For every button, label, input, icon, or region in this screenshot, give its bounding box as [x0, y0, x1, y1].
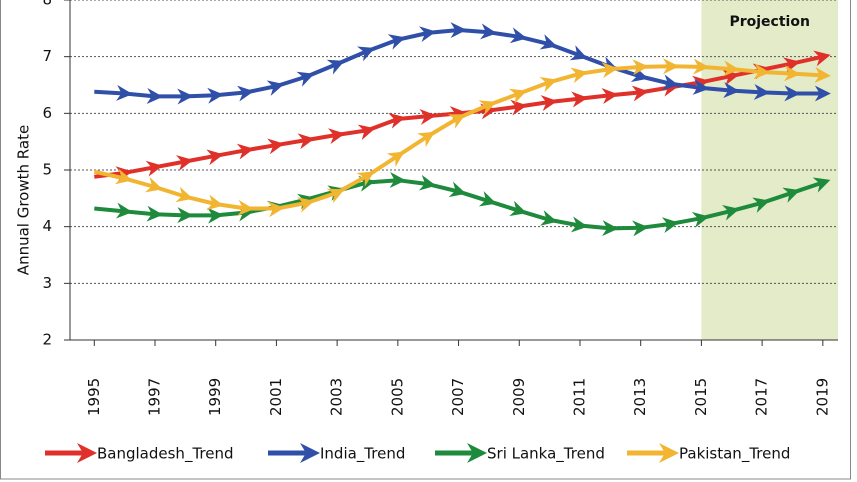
legend-item: Bangladesh_Trend — [45, 443, 234, 464]
x-tick-label: 2001 — [267, 378, 285, 416]
y-tick-label: 7 — [42, 47, 52, 65]
legend-label: Sri Lanka_Trend — [487, 445, 605, 464]
legend-label: Bangladesh_Trend — [97, 445, 234, 464]
legend-label: India_Trend — [320, 445, 405, 464]
legend-item: India_Trend — [268, 443, 405, 464]
x-tick-label: 2009 — [510, 378, 528, 416]
series-line — [93, 58, 831, 218]
x-tick-label: 1999 — [206, 378, 224, 416]
projection-region — [701, 0, 838, 340]
x-tick-label: 1997 — [145, 378, 163, 416]
y-tick-label: 5 — [42, 161, 52, 179]
y-axis-label: Annual Growth Rate — [15, 125, 33, 275]
x-tick-label: 2017 — [753, 378, 771, 416]
y-tick-label: 6 — [42, 104, 52, 122]
legend-item: Sri Lanka_Trend — [435, 443, 605, 464]
x-tick-label: 2019 — [813, 378, 831, 416]
projection-label: Projection — [729, 14, 809, 30]
y-tick-label: 4 — [42, 217, 52, 235]
y-tick-label: 8 — [42, 0, 52, 9]
x-tick-label: 2005 — [388, 378, 406, 416]
x-tick-label: 1995 — [85, 378, 103, 416]
x-tick-label: 2003 — [328, 378, 346, 416]
legend-label: Pakistan_Trend — [679, 445, 790, 464]
x-tick-label: 2011 — [570, 378, 588, 416]
x-tick-label: 2015 — [692, 378, 710, 416]
x-tick-label: 2007 — [449, 378, 467, 416]
y-tick-label: 2 — [42, 331, 52, 349]
y-tick-label: 3 — [42, 274, 52, 292]
legend-item: Pakistan_Trend — [627, 443, 790, 464]
x-tick-label: 2013 — [631, 378, 649, 416]
